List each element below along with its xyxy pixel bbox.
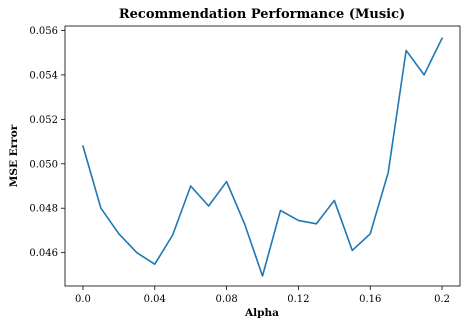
y-tick-label: 0.054: [29, 70, 58, 81]
y-tick-label: 0.056: [29, 26, 58, 37]
y-tick-label: 0.046: [29, 248, 58, 259]
series-line: [82, 37, 443, 277]
x-tick-label: 0.2: [434, 294, 450, 305]
y-tick-label: 0.052: [29, 115, 58, 126]
x-tick-label: 0.04: [144, 294, 166, 305]
y-axis-label: MSE Error: [8, 124, 20, 187]
x-tick-label: 0.0: [75, 294, 91, 305]
chart-title: Recommendation Performance (Music): [119, 7, 405, 22]
y-axis: 0.046 0.048 0.050 0.052 0.054 0.056: [29, 26, 65, 259]
x-tick-label: 0.16: [359, 294, 381, 305]
plot-area: [82, 37, 443, 277]
x-tick-label: 0.08: [215, 294, 237, 305]
y-tick-label: 0.048: [29, 204, 58, 215]
plot-frame: [64, 25, 461, 287]
x-axis-label: Alpha: [244, 307, 279, 319]
x-axis: 0.0 0.04 0.08 0.12 0.16 0.2: [75, 286, 450, 305]
y-tick-label: 0.050: [29, 159, 58, 170]
x-tick-label: 0.12: [287, 294, 309, 305]
